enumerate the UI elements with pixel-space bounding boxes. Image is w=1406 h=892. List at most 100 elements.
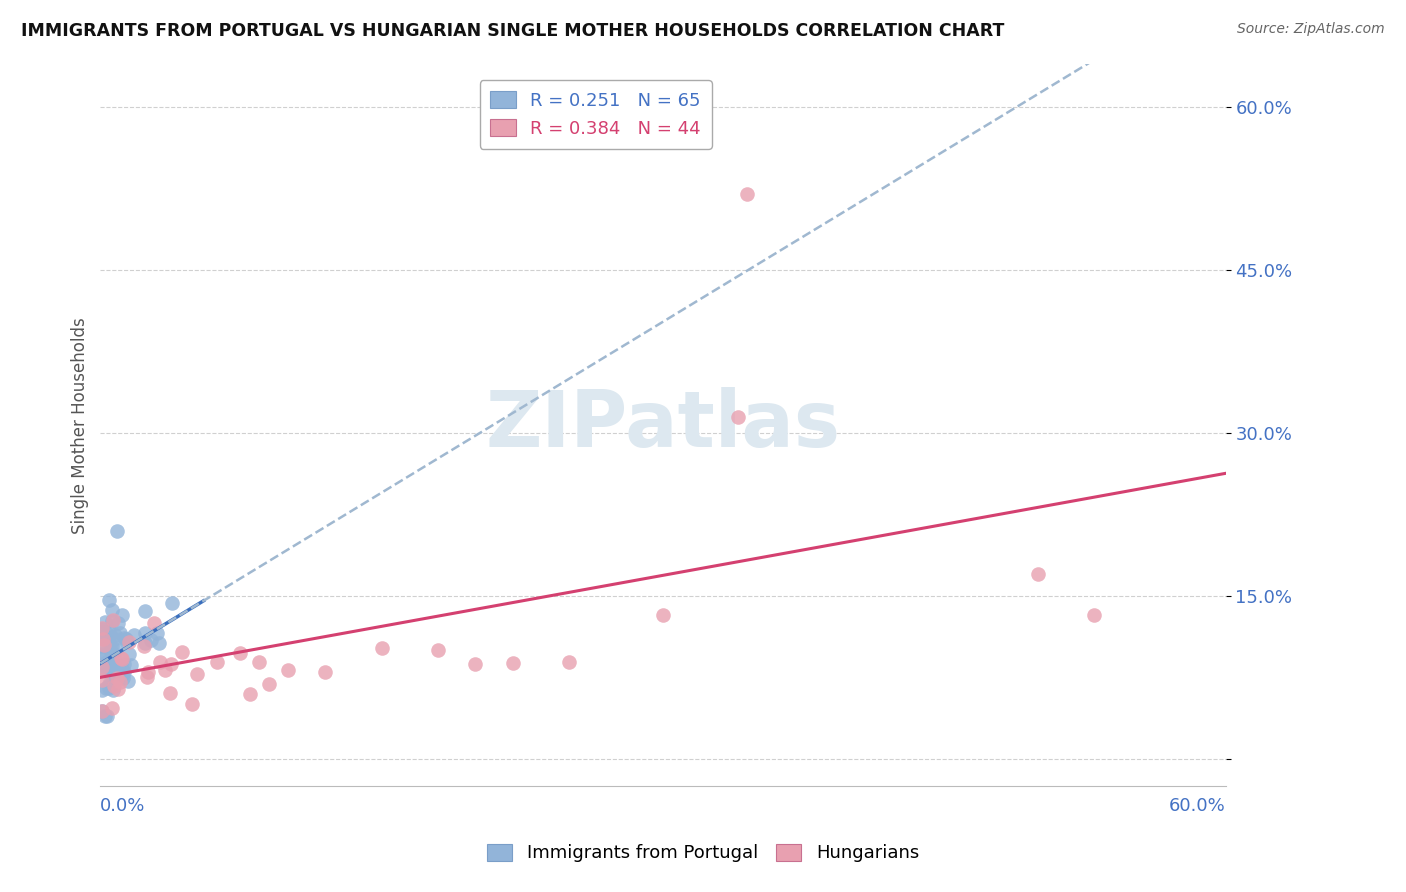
Point	[159, 686, 181, 700]
Point	[138, 665, 160, 680]
Point	[277, 663, 299, 677]
Point	[100, 656, 122, 670]
Point	[247, 655, 270, 669]
Point	[101, 640, 124, 654]
Point	[110, 651, 132, 665]
Point	[101, 682, 124, 697]
Point	[91, 639, 114, 653]
Point	[114, 633, 136, 648]
Point	[91, 704, 114, 718]
Point	[108, 665, 131, 680]
Point	[110, 674, 132, 689]
Point	[558, 655, 581, 669]
Legend: R = 0.251   N = 65, R = 0.384   N = 44: R = 0.251 N = 65, R = 0.384 N = 44	[479, 80, 711, 149]
Point	[111, 671, 134, 685]
Point	[110, 659, 132, 673]
Point	[134, 640, 156, 654]
Point	[107, 616, 129, 631]
Point	[370, 641, 392, 656]
Point	[239, 687, 262, 701]
Point	[314, 665, 336, 680]
Point	[186, 667, 208, 681]
Point	[96, 708, 118, 723]
Point	[91, 647, 114, 661]
Point	[464, 657, 486, 672]
Point	[98, 593, 121, 607]
Point	[118, 647, 141, 661]
Point	[139, 633, 162, 648]
Point	[98, 678, 121, 692]
Point	[101, 658, 124, 673]
Point	[160, 657, 183, 672]
Point	[148, 636, 170, 650]
Point	[91, 705, 114, 719]
Point	[111, 652, 134, 666]
Point	[91, 625, 114, 640]
Point	[104, 652, 127, 666]
Point	[112, 657, 135, 671]
Point	[142, 616, 165, 631]
Point	[104, 628, 127, 642]
Point	[134, 604, 156, 618]
Point	[136, 670, 159, 684]
Point	[94, 708, 117, 723]
Point	[111, 667, 134, 681]
Text: ZIPatlas: ZIPatlas	[485, 387, 841, 463]
Legend: Immigrants from Portugal, Hungarians: Immigrants from Portugal, Hungarians	[479, 837, 927, 870]
Point	[103, 679, 125, 693]
Point	[107, 682, 129, 697]
Point	[103, 675, 125, 690]
Point	[100, 644, 122, 658]
Point	[502, 656, 524, 670]
Point	[96, 662, 118, 676]
Point	[160, 596, 183, 610]
Point	[91, 632, 114, 646]
Point	[1026, 567, 1049, 582]
Point	[103, 676, 125, 690]
Point	[91, 660, 114, 674]
Point	[105, 671, 128, 685]
Point	[105, 643, 128, 657]
Point	[101, 700, 124, 714]
Point	[101, 613, 124, 627]
Text: Source: ZipAtlas.com: Source: ZipAtlas.com	[1237, 22, 1385, 37]
Point	[98, 681, 121, 695]
Point	[124, 628, 146, 642]
Point	[93, 615, 115, 630]
Point	[96, 681, 118, 695]
Point	[229, 646, 252, 660]
Point	[115, 632, 138, 646]
Point	[100, 614, 122, 628]
Y-axis label: Single Mother Households: Single Mother Households	[72, 317, 89, 533]
Point	[97, 624, 120, 638]
Text: IMMIGRANTS FROM PORTUGAL VS HUNGARIAN SINGLE MOTHER HOUSEHOLDS CORRELATION CHART: IMMIGRANTS FROM PORTUGAL VS HUNGARIAN SI…	[21, 22, 1004, 40]
Point	[118, 634, 141, 648]
Point	[91, 622, 114, 636]
Text: 60.0%: 60.0%	[1168, 797, 1226, 815]
Point	[1083, 608, 1105, 623]
Point	[100, 659, 122, 673]
Point	[91, 673, 114, 687]
Point	[103, 632, 125, 646]
Point	[207, 655, 229, 669]
Point	[101, 655, 124, 669]
Point	[120, 657, 142, 672]
Point	[111, 607, 134, 622]
Point	[97, 635, 120, 649]
Point	[170, 645, 193, 659]
Point	[114, 665, 136, 679]
Text: 0.0%: 0.0%	[100, 797, 146, 815]
Point	[96, 627, 118, 641]
Point	[134, 635, 156, 649]
Point	[103, 659, 125, 673]
Point	[652, 607, 675, 622]
Point	[117, 674, 139, 689]
Point	[727, 409, 749, 424]
Point	[93, 638, 115, 652]
Point	[105, 660, 128, 674]
Point	[100, 652, 122, 666]
Point	[153, 663, 176, 677]
Point	[145, 626, 167, 640]
Point	[737, 187, 759, 202]
Point	[257, 677, 280, 691]
